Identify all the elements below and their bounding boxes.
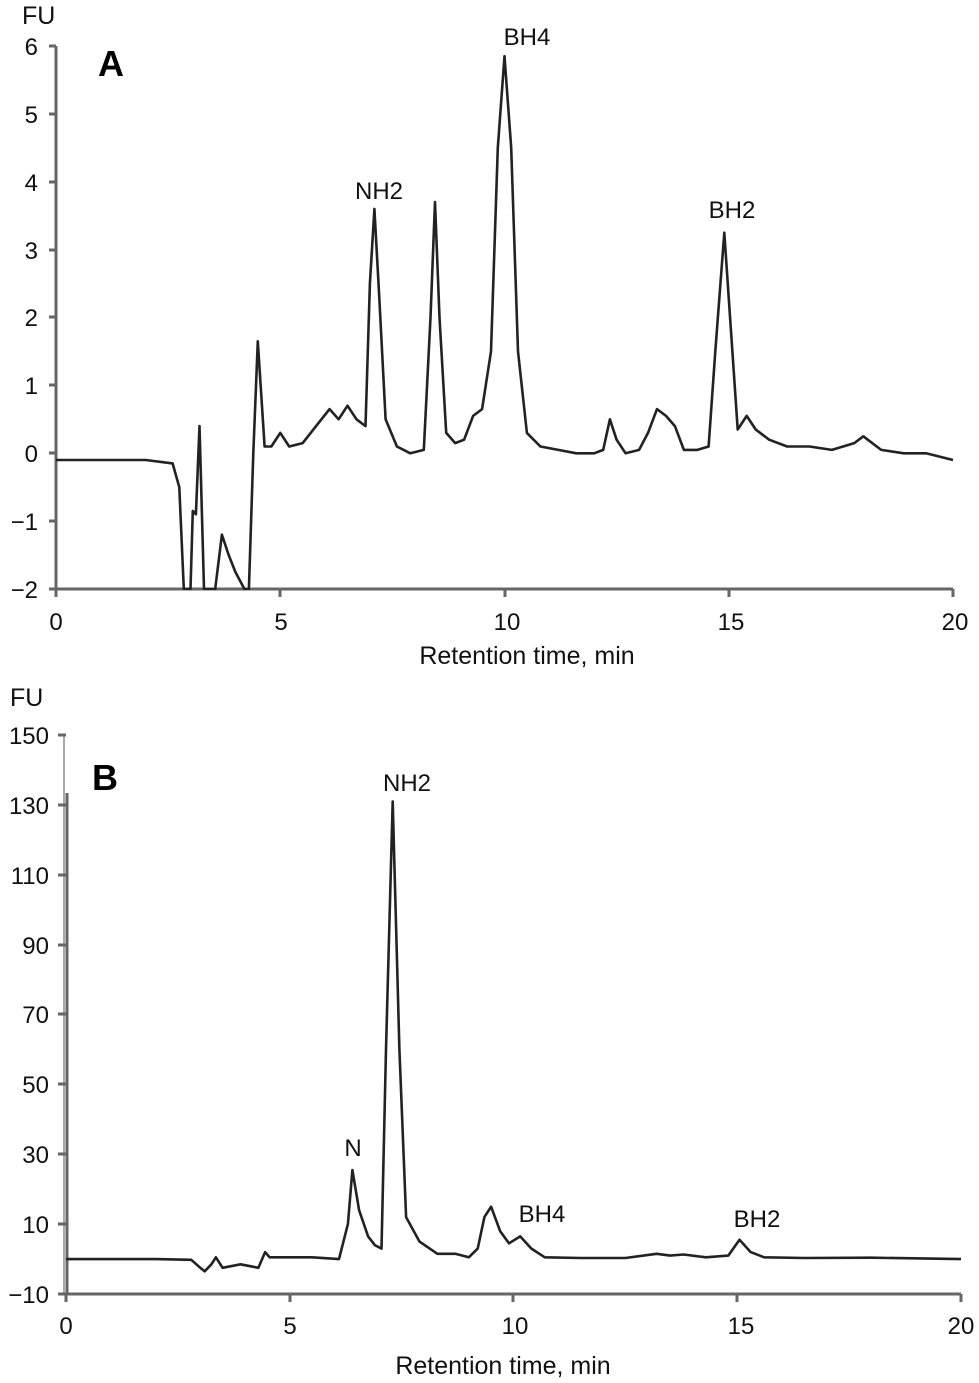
svg-text:10: 10 xyxy=(22,1212,49,1239)
svg-text:0: 0 xyxy=(59,1313,72,1340)
panel-b-letter: B xyxy=(92,757,118,798)
panel-a: FU A 6 5 4 3 2 1 0 −1 −2 xyxy=(11,2,969,670)
svg-text:0: 0 xyxy=(49,609,62,636)
panel-b: FU B 150 130 110 90 70 50 30 10 −10 xyxy=(8,684,974,1380)
svg-text:−2: −2 xyxy=(11,577,38,604)
panel-a-trace xyxy=(56,54,954,590)
svg-text:90: 90 xyxy=(22,933,49,960)
panel-b-x-tick-labels: 0 5 10 15 20 xyxy=(59,1313,974,1340)
peak-label-n-b: N xyxy=(344,1135,361,1162)
svg-text:150: 150 xyxy=(9,723,49,750)
peak-label-bh4-a: BH4 xyxy=(504,24,551,51)
svg-text:15: 15 xyxy=(728,1313,755,1340)
panel-a-y-unit: FU xyxy=(22,2,55,30)
peak-label-nh2-a: NH2 xyxy=(355,178,403,205)
panel-b-x-axis-title: Retention time, min xyxy=(395,1352,610,1380)
panel-b-y-unit: FU xyxy=(10,684,43,712)
svg-text:2: 2 xyxy=(25,305,38,332)
svg-text:20: 20 xyxy=(942,609,969,636)
svg-text:15: 15 xyxy=(718,609,745,636)
svg-text:10: 10 xyxy=(494,609,521,636)
panel-b-y-tick-labels: 150 130 110 90 70 50 30 10 −10 xyxy=(8,723,49,1309)
peak-label-nh2-b: NH2 xyxy=(383,770,431,797)
panel-a-x-ticks xyxy=(54,589,955,597)
svg-text:5: 5 xyxy=(274,609,287,636)
svg-text:70: 70 xyxy=(22,1002,49,1029)
svg-text:4: 4 xyxy=(25,170,38,197)
panel-b-trace xyxy=(66,800,962,1273)
svg-text:−10: −10 xyxy=(8,1282,49,1309)
svg-text:3: 3 xyxy=(25,238,38,265)
svg-text:5: 5 xyxy=(25,102,38,129)
svg-text:−1: −1 xyxy=(11,509,38,536)
panel-b-y-ticks xyxy=(58,733,66,1296)
panel-b-x-ticks xyxy=(64,1294,963,1302)
svg-text:5: 5 xyxy=(283,1313,296,1340)
svg-text:6: 6 xyxy=(25,34,38,61)
svg-text:30: 30 xyxy=(22,1142,49,1169)
peak-label-bh2-b: BH2 xyxy=(734,1206,781,1233)
svg-text:110: 110 xyxy=(11,863,49,890)
panel-a-y-tick-labels: 6 5 4 3 2 1 0 −1 −2 xyxy=(11,34,38,604)
svg-text:20: 20 xyxy=(948,1313,975,1340)
panel-a-x-axis-title: Retention time, min xyxy=(419,642,634,670)
svg-text:10: 10 xyxy=(502,1313,529,1340)
peak-label-bh4-b: BH4 xyxy=(519,1201,566,1228)
svg-text:50: 50 xyxy=(22,1072,49,1099)
panel-a-x-tick-labels: 0 5 10 15 20 xyxy=(49,609,968,636)
svg-text:1: 1 xyxy=(25,373,38,400)
svg-text:130: 130 xyxy=(9,793,49,820)
svg-text:0: 0 xyxy=(25,441,38,468)
peak-label-bh2-a: BH2 xyxy=(709,197,756,224)
panel-a-letter: A xyxy=(98,43,124,84)
